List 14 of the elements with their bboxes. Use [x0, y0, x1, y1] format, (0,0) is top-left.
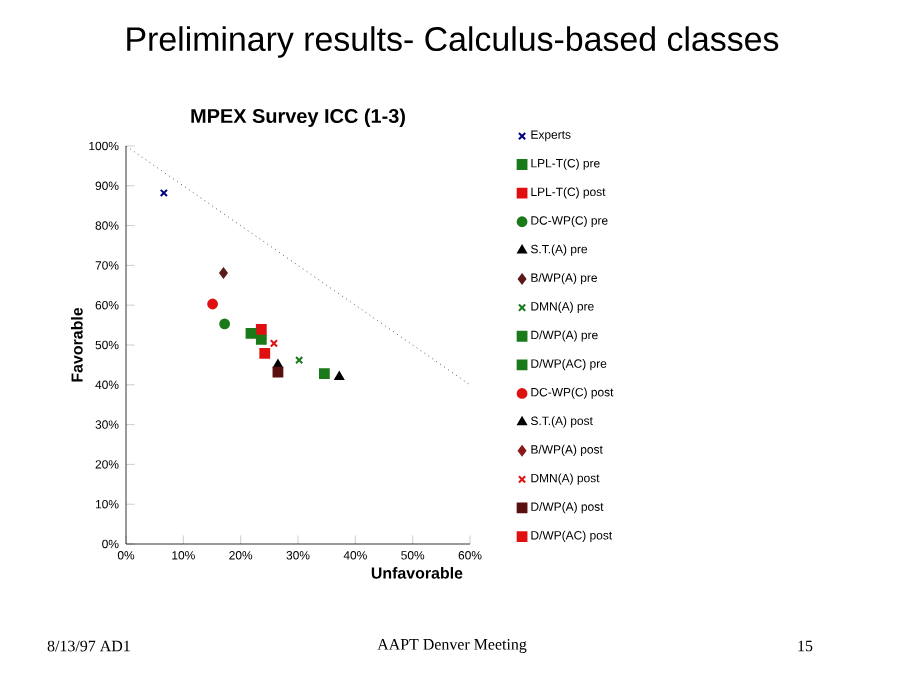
point	[259, 347, 271, 359]
point	[219, 267, 228, 279]
point	[159, 188, 168, 198]
chart-title: Preliminary results- Calculus-based classes	[127, 26, 779, 58]
point	[318, 368, 330, 380]
point	[245, 328, 257, 339]
point	[255, 334, 267, 345]
point	[273, 359, 283, 369]
point	[207, 298, 218, 310]
point	[255, 324, 267, 335]
point	[295, 356, 304, 365]
point	[219, 318, 231, 330]
chart-subtitle: MPEX Survey ICC (1-3)	[191, 108, 405, 127]
point	[334, 371, 345, 381]
